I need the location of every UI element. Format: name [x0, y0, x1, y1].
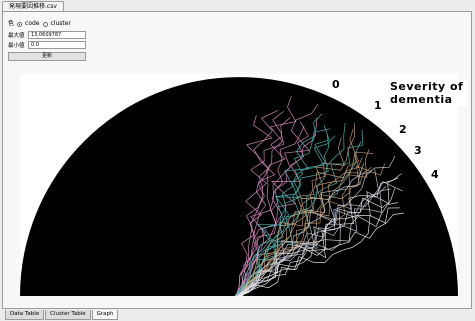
trajectory-line-level-1 [235, 122, 346, 296]
tab-graph[interactable]: Graph [91, 310, 119, 320]
min-label: 最小値 [8, 43, 25, 49]
level-label-3: 3 [412, 144, 424, 157]
trajectory-line-level-4 [238, 207, 400, 296]
semicircle-plot[interactable] [20, 74, 458, 296]
code-radio[interactable] [17, 21, 23, 27]
trajectory-line-level-1 [234, 113, 323, 296]
trajectory-line-level-2 [236, 137, 345, 296]
level-label-1: 1 [372, 99, 384, 112]
trajectory-line-level-4 [241, 177, 399, 296]
trajectory-line-level-1 [239, 128, 331, 296]
cluster-radio[interactable] [42, 21, 48, 27]
trajectory-line-level-0 [237, 115, 273, 296]
trajectory-line-level-4 [239, 202, 399, 296]
annotation-title-line2: dementia [390, 93, 453, 106]
cluster-radio-label: cluster [50, 20, 71, 27]
level-label-2: 2 [397, 123, 409, 136]
max-label: 最大値 [8, 33, 25, 39]
code-radio-label: code [25, 20, 40, 27]
trajectory-line-level-2 [240, 128, 360, 296]
max-row: 最大値 [8, 31, 86, 39]
trajectory-line-level-0 [234, 111, 285, 296]
annotation-title: Severity of dementia [390, 80, 468, 106]
trajectory-line-level-0 [237, 117, 291, 296]
bottom-tab-bar: Data Table Cluster Table Graph [5, 310, 119, 320]
trajectory-line-level-3 [236, 186, 387, 296]
annotation-title-line1: Severity of [390, 80, 464, 93]
trajectory-line-level-4 [236, 173, 402, 296]
trajectory-line-level-3 [240, 163, 365, 296]
trajectory-line-level-0 [240, 96, 297, 296]
trajectory-lines [234, 96, 404, 296]
level-label-4: 4 [429, 168, 441, 181]
trajectory-line-level-3 [240, 155, 396, 296]
trajectory-line-level-0 [239, 117, 318, 296]
min-row: 最小値 [8, 41, 86, 49]
max-value-input[interactable] [28, 31, 86, 39]
color-label: 色 [8, 20, 15, 27]
level-label-0: 0 [330, 78, 342, 91]
tab-cluster-table[interactable]: Cluster Table [45, 310, 91, 320]
min-value-input[interactable] [28, 41, 86, 49]
color-mode-group: 色 code cluster [8, 19, 71, 29]
update-button[interactable]: 更新 [8, 52, 86, 61]
tab-data-table[interactable]: Data Table [5, 310, 45, 320]
trajectory-line-level-0 [234, 125, 305, 296]
trajectory-line-level-4 [238, 188, 396, 296]
file-tab[interactable]: 発現要因推移.csv [2, 1, 64, 12]
trajectory-line-level-0 [241, 103, 319, 296]
trajectory-line-level-3 [235, 171, 373, 296]
